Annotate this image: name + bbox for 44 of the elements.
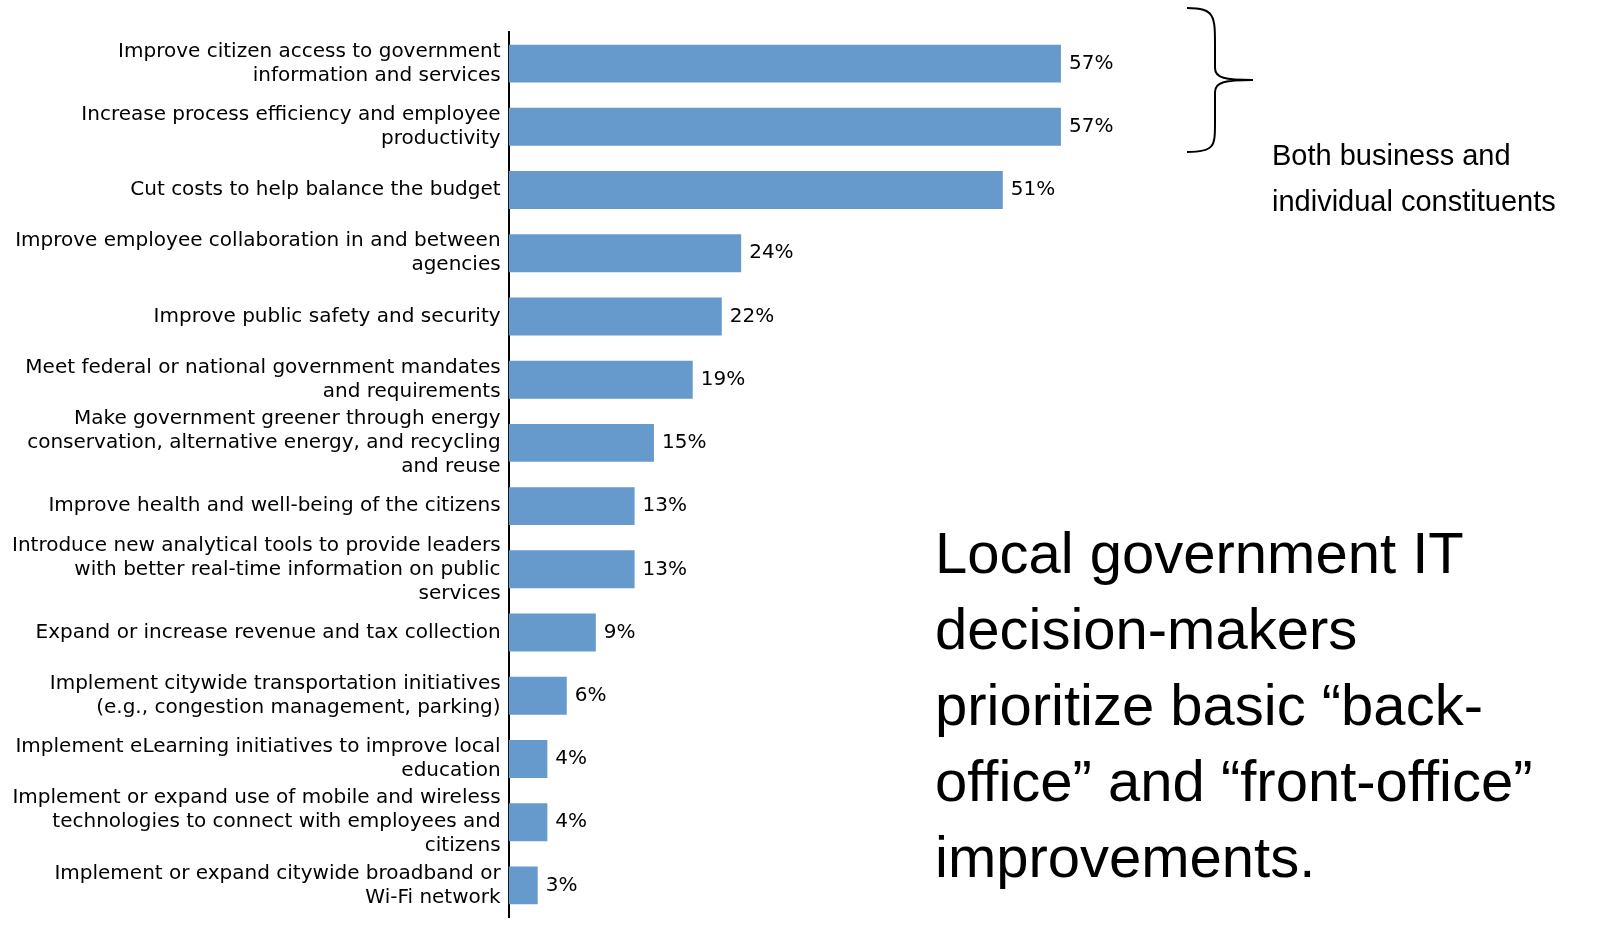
- y-tick-label: Introduce new analytical tools to provide leaders with better real-time information on public services: [11, 531, 501, 604]
- bar: [508, 171, 1003, 209]
- y-tick-label: Increase process efficiency and employee productivity: [81, 101, 501, 150]
- bar: [508, 803, 548, 842]
- data-label: 24%: [749, 239, 794, 264]
- y-tick-label: Improve employee collaboration in and between agencies: [15, 227, 501, 276]
- bar: [508, 550, 635, 589]
- data-label: 51%: [1010, 176, 1056, 201]
- bar: [508, 234, 742, 273]
- data-label: 13%: [642, 492, 688, 517]
- bar: [508, 107, 1061, 146]
- data-label: 19%: [700, 365, 746, 390]
- data-label: 4%: [555, 745, 588, 770]
- y-tick-label: Meet federal or national government mandates and requirements: [25, 353, 501, 402]
- y-tick-label: Make government greener through energy conservation, alternative energy, and recycling and reuse: [27, 405, 501, 478]
- y-tick-label: Improve health and well-being of the citizens: [48, 492, 501, 517]
- y-tick-label: Implement or expand citywide broadband or Wi-Fi network: [54, 859, 502, 908]
- data-label: 13%: [642, 555, 688, 580]
- y-tick-label: Implement or expand use of mobile and wireless technologies to connect with employees and citizens: [12, 784, 501, 857]
- data-label: 57%: [1068, 113, 1114, 138]
- bar: [508, 866, 538, 905]
- data-label: 3%: [545, 871, 578, 896]
- bar: [508, 297, 722, 336]
- bar: [508, 676, 567, 715]
- data-label: 57%: [1068, 49, 1114, 74]
- y-tick-label: Expand or increase revenue and tax collection: [35, 618, 501, 643]
- data-label: 6%: [574, 681, 607, 706]
- data-label: 9%: [603, 618, 636, 643]
- bar: [508, 487, 635, 526]
- y-tick-label: Implement citywide transportation initiatives (e.g., congestion management, parking): [49, 669, 501, 718]
- bar: [508, 613, 596, 652]
- bar: [508, 423, 654, 462]
- y-tick-label: Improve citizen access to government information and services: [118, 37, 501, 86]
- data-label: 4%: [555, 808, 588, 833]
- bar: [508, 740, 548, 778]
- y-tick-label: Cut costs to help balance the budget: [130, 176, 501, 201]
- data-label: 15%: [661, 429, 707, 454]
- text: Both business and individual constituents: [1272, 138, 1557, 219]
- bar: [508, 360, 693, 399]
- text: Local government IT decision-makers prioritize basic “back-office” and “front-office” improvements.: [935, 519, 1534, 891]
- y-tick-label: Implement eLearning initiatives to improve local education: [15, 733, 501, 782]
- data-label: 22%: [729, 302, 775, 327]
- y-tick-label: Improve public safety and security: [153, 302, 501, 327]
- bar: [508, 44, 1061, 83]
